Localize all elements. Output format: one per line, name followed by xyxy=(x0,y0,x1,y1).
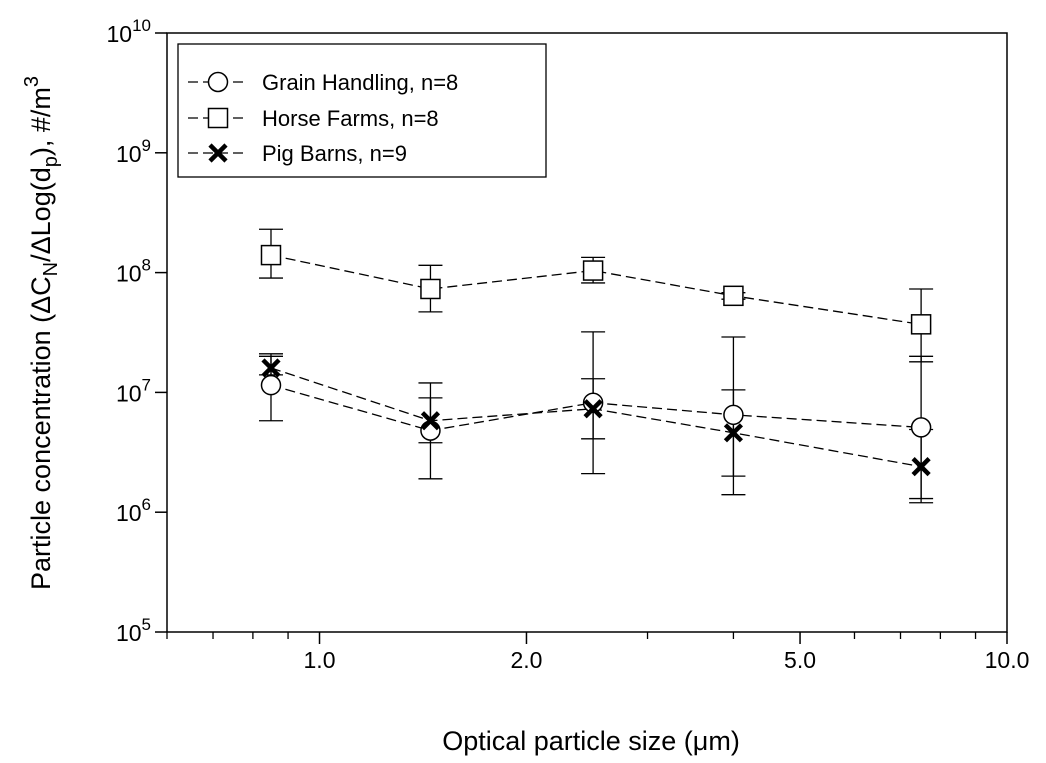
marker-stroke xyxy=(723,423,744,443)
data-point-2-4 xyxy=(911,457,931,477)
legend: Grain Handling, n=8 Horse Farms, n=8 Pig B… xyxy=(177,43,547,178)
data-point-0-0 xyxy=(260,374,282,396)
x-axis-title: Optical particle size (μm) xyxy=(442,726,740,756)
y-tick-label: 109 xyxy=(116,136,151,167)
data-point-2-3 xyxy=(723,423,744,443)
data-point-1-0 xyxy=(260,244,282,266)
y-axis-title-sup: 3 xyxy=(21,76,43,87)
marker-stroke xyxy=(583,399,603,419)
data-point-2-1 xyxy=(420,411,441,431)
axes: 105 106 107 108 109 1010 1.0 2.0 5.0 10.0 xyxy=(106,16,1029,673)
legend-box xyxy=(177,43,547,178)
y-tick-label: 107 xyxy=(116,375,151,406)
y-axis-title-sub-n: N xyxy=(40,262,62,276)
y-axis-title-mid: /ΔLog(d xyxy=(26,167,56,262)
y-tick-label: 105 xyxy=(116,615,151,646)
y-axis-title-units: ), #/m xyxy=(26,87,56,156)
legend-marker xyxy=(207,71,229,93)
data-point-1-4 xyxy=(910,314,932,335)
data-point-0-3 xyxy=(723,404,744,426)
data-point-0-1 xyxy=(420,420,441,441)
legend-marker xyxy=(208,143,228,163)
y-axis-title-prefix: Particle concentration (ΔC xyxy=(26,276,56,590)
data-point-2-2 xyxy=(583,399,603,419)
series-line-2 xyxy=(270,367,922,468)
y-tick-label: 1010 xyxy=(106,16,151,47)
data-point-0-2 xyxy=(582,392,604,413)
marker-stroke xyxy=(420,411,441,431)
x-tick-label: 10.0 xyxy=(985,647,1030,673)
legend-label: Grain Handling, n=8 xyxy=(262,70,458,95)
x-tick-label: 5.0 xyxy=(784,647,816,673)
marker-stroke xyxy=(911,457,931,477)
data-point-1-1 xyxy=(420,278,441,300)
x-tick-label: 1.0 xyxy=(304,647,336,673)
marker-stroke xyxy=(261,358,281,378)
y-axis-title: Particle concentration (ΔCN/ΔLog(dp), #/… xyxy=(21,76,62,590)
data-point-2-0 xyxy=(261,358,281,378)
plot-area xyxy=(258,228,934,504)
x-tick-label: 2.0 xyxy=(510,647,542,673)
y-axis-title-sub-p: p xyxy=(40,156,62,167)
legend-marker xyxy=(207,107,229,129)
data-point-1-3 xyxy=(723,285,744,307)
data-point-1-2 xyxy=(582,260,604,281)
marker-stroke xyxy=(208,143,228,163)
y-tick-label: 108 xyxy=(116,256,151,287)
data-point-0-4 xyxy=(910,417,932,438)
y-tick-label: 106 xyxy=(116,495,151,526)
legend-label: Horse Farms, n=8 xyxy=(262,106,439,131)
plot-frame xyxy=(166,32,1008,633)
legend-label: Pig Barns, n=9 xyxy=(262,141,407,166)
series-line-1 xyxy=(270,254,922,325)
